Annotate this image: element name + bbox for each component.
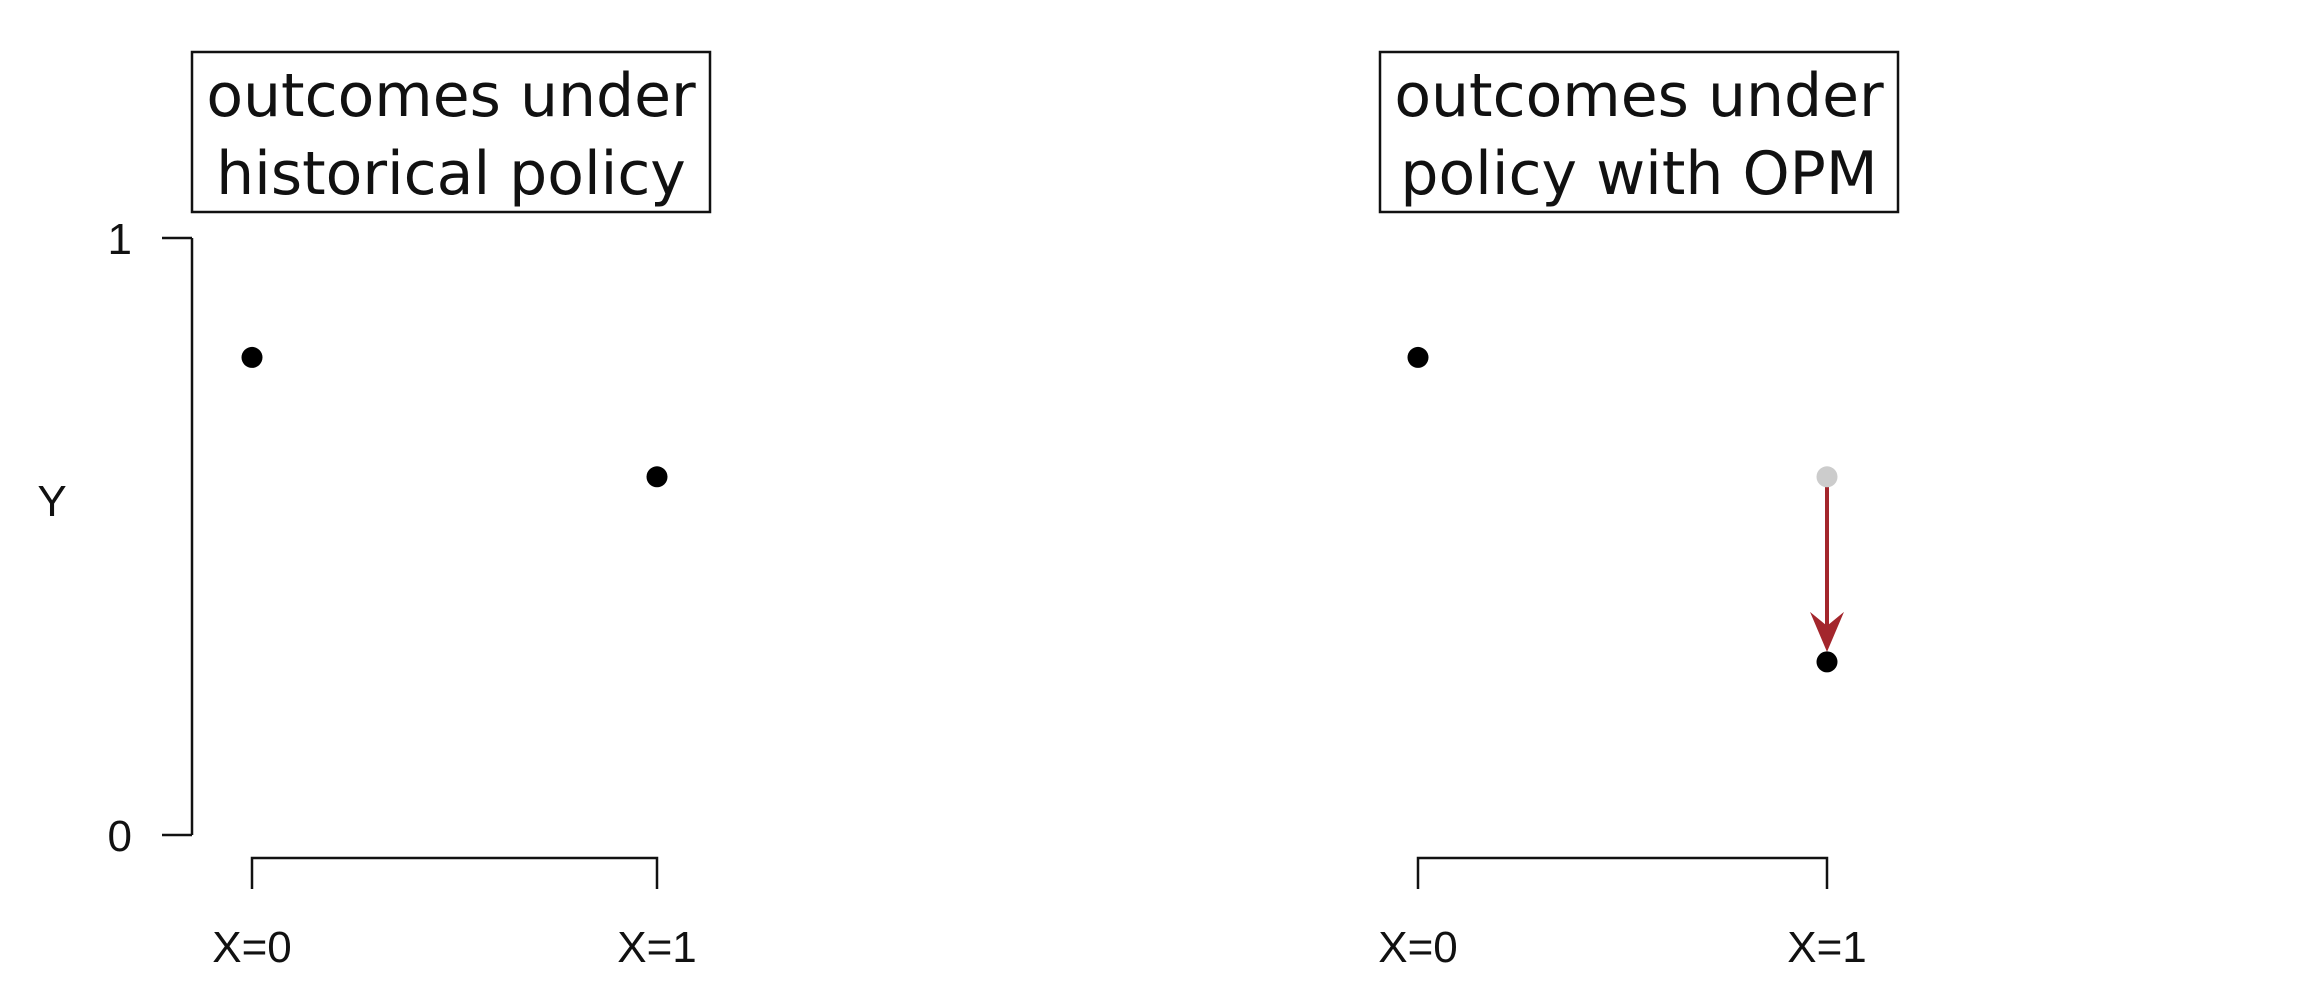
data-points xyxy=(1407,346,1838,673)
title-line-1: outcomes under xyxy=(206,61,696,131)
y-tick-label-min: 0 xyxy=(108,812,132,861)
data-point-X0-0 xyxy=(1407,346,1429,368)
title-line-2: policy with OPM xyxy=(1400,139,1877,209)
title-box-historical: outcomes under historical policy xyxy=(190,50,712,214)
data-point-X1-1 xyxy=(1816,466,1838,488)
x-tick-label-0: X=0 xyxy=(212,923,292,972)
x-tick-label-1: X=1 xyxy=(1787,923,1867,972)
x-tick-label-1: X=1 xyxy=(617,923,697,972)
panel-historical-policy: outcomes under historical policy 1 0 Y X… xyxy=(37,50,712,972)
title-box-opm: outcomes under policy with OPM xyxy=(1378,50,1900,214)
arrow-head xyxy=(1810,611,1844,652)
x-axis: X=0 X=1 xyxy=(212,856,697,972)
opm-shift-arrow xyxy=(1810,476,1844,652)
panel-policy-with-opm: outcomes under policy with OPM X=0 X=1 xyxy=(1378,50,1900,972)
y-axis-label: Y xyxy=(37,477,66,526)
x-tick-label-0: X=0 xyxy=(1378,923,1458,972)
data-point-X0-0 xyxy=(241,346,263,368)
data-point-X1-1 xyxy=(646,466,668,488)
data-point-X1-2 xyxy=(1816,651,1838,673)
data-points xyxy=(241,346,668,488)
title-line-1: outcomes under xyxy=(1394,61,1884,131)
y-tick-label-max: 1 xyxy=(108,215,132,264)
title-line-2: historical policy xyxy=(216,139,686,209)
y-axis: 1 0 Y xyxy=(37,215,194,861)
x-axis: X=0 X=1 xyxy=(1378,856,1867,972)
